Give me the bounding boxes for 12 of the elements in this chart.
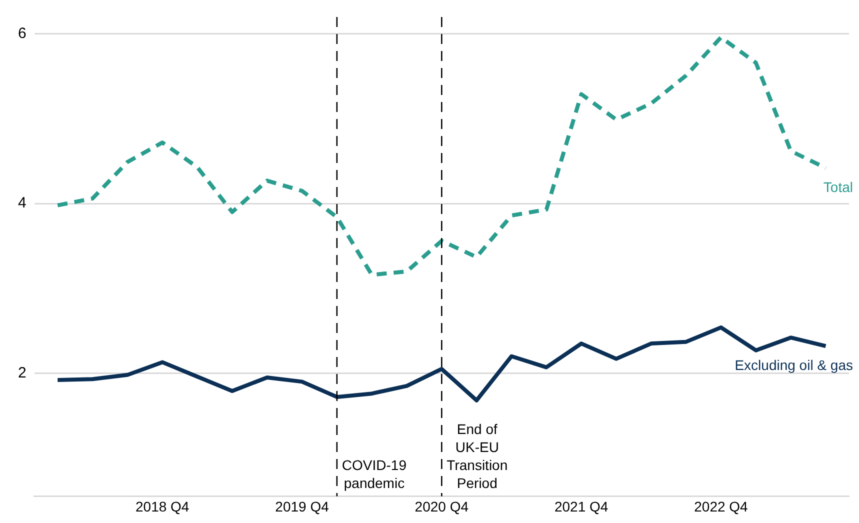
x-tick-label: 2019 Q4 [275, 498, 330, 514]
x-tick-label: 2018 Q4 [136, 498, 190, 514]
x-tick-label: 2021 Q4 [554, 498, 608, 514]
series-label: Total [823, 178, 853, 195]
x-tick-label: 2020 Q4 [414, 498, 469, 514]
x-tick-label: 2022 Q4 [694, 498, 748, 514]
ref-line-label: End of UK-EU Transition Period [446, 421, 508, 492]
y-tick-label: 4 [18, 194, 26, 212]
y-tick-label: 6 [18, 25, 26, 42]
series-label: Excluding oil & gas [734, 356, 853, 373]
y-tick-label: 2 [18, 364, 26, 382]
ref-line-label: COVID-19 pandemic [342, 457, 407, 492]
